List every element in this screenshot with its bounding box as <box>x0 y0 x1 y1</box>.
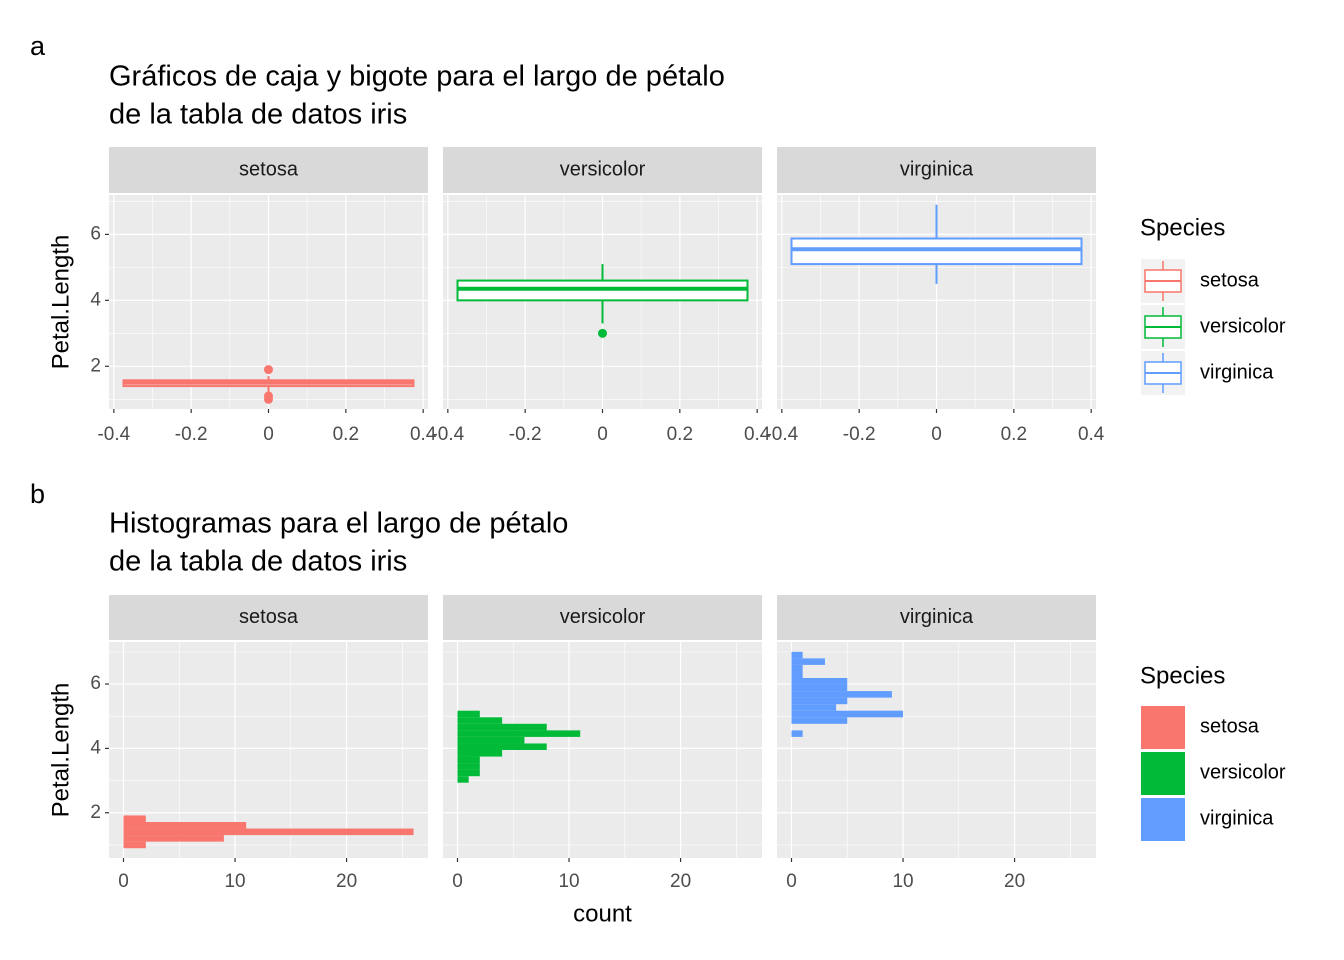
x-tick-label: -0.2 <box>175 424 208 445</box>
strip <box>109 147 428 193</box>
y-tick-label: 4 <box>90 289 101 310</box>
x-axis-label: count <box>573 900 632 927</box>
histogram-bar <box>791 651 803 659</box>
histogram-bar <box>457 743 547 750</box>
chart-title: Gráficos de caja y bigote para el largo … <box>109 61 725 93</box>
outlier <box>264 394 273 404</box>
histogram-bar <box>123 815 146 822</box>
legend-label: versicolor <box>1200 315 1286 337</box>
x-tick-label: -0.4 <box>431 424 464 445</box>
histogram-bar <box>791 697 848 705</box>
x-tick-label: 0.4 <box>744 424 771 445</box>
x-tick-label: 0 <box>118 871 129 892</box>
strip-label: setosa <box>239 158 299 180</box>
strip <box>443 147 762 193</box>
y-axis-label: Petal.Length <box>47 235 74 370</box>
legend-label: versicolor <box>1200 761 1286 783</box>
x-tick-label: 0.2 <box>667 424 693 445</box>
histogram-bar <box>457 710 480 718</box>
histogram-bar <box>457 769 480 777</box>
histogram-bar <box>791 691 892 698</box>
legend-label: setosa <box>1200 269 1260 291</box>
histogram-bar <box>791 717 848 724</box>
y-tick-label: 6 <box>90 223 101 244</box>
histogram-bar <box>457 750 503 757</box>
outlier <box>264 365 273 375</box>
strip <box>443 595 762 640</box>
histogram-bar <box>123 822 247 829</box>
x-tick-label: 0 <box>931 424 942 445</box>
legend-label: virginica <box>1200 361 1274 383</box>
x-tick-label: 20 <box>670 871 691 892</box>
panel-background <box>777 642 1096 858</box>
legend-label: virginica <box>1200 807 1274 829</box>
legend-title: Species <box>1140 662 1225 689</box>
strip-label: versicolor <box>560 158 646 180</box>
strip-label: setosa <box>239 606 299 628</box>
x-tick-label: 0 <box>263 424 274 445</box>
histogram-bar <box>123 841 146 849</box>
histogram-bar <box>791 678 848 685</box>
y-tick-label: 4 <box>90 737 101 758</box>
x-tick-label: 0.4 <box>410 424 437 445</box>
histogram-bar <box>457 717 503 724</box>
histogram-bar <box>457 723 547 731</box>
x-tick-label: -0.4 <box>765 424 798 445</box>
chart-title: de la tabla de datos iris <box>109 99 407 131</box>
histogram-bar <box>791 730 803 737</box>
panel-tag: b <box>30 479 45 509</box>
y-tick-label: 2 <box>90 355 101 376</box>
histogram-bar <box>457 730 581 737</box>
histogram-bar <box>791 664 803 672</box>
histogram-bar <box>791 658 825 665</box>
histogram-bar <box>791 704 837 711</box>
x-tick-label: 20 <box>1004 871 1025 892</box>
strip-label: virginica <box>900 606 974 628</box>
histogram-bar <box>457 756 480 764</box>
histogram-bar <box>457 763 480 770</box>
histogram-bar <box>123 835 224 842</box>
x-tick-label: 0 <box>597 424 608 445</box>
box <box>790 237 1083 266</box>
histogram-bar <box>457 736 525 744</box>
panel-tag: a <box>30 31 46 61</box>
strip-label: versicolor <box>560 606 646 628</box>
histogram-bar <box>791 684 848 692</box>
legend-key <box>1141 752 1185 795</box>
x-tick-label: 10 <box>892 871 913 892</box>
x-tick-label: 0.2 <box>1001 424 1027 445</box>
y-tick-label: 2 <box>90 802 101 823</box>
chart-title: de la tabla de datos iris <box>109 546 407 578</box>
x-tick-label: 10 <box>558 871 579 892</box>
histogram-bar <box>791 671 803 678</box>
legend-label: setosa <box>1200 715 1260 737</box>
outlier <box>598 328 607 338</box>
x-tick-label: 0 <box>786 871 797 892</box>
legend-title: Species <box>1140 214 1225 241</box>
x-tick-label: 0.2 <box>333 424 359 445</box>
histogram-bar <box>123 828 414 836</box>
legend-key <box>1141 706 1185 749</box>
histogram-bar <box>791 710 904 718</box>
x-tick-label: 20 <box>336 871 357 892</box>
x-tick-label: -0.2 <box>509 424 542 445</box>
strip <box>109 595 428 640</box>
x-tick-label: -0.2 <box>843 424 876 445</box>
strip <box>777 147 1096 193</box>
y-axis-label: Petal.Length <box>47 683 74 818</box>
chart-title: Histogramas para el largo de pétalo <box>109 508 568 540</box>
strip-label: virginica <box>900 158 974 180</box>
x-tick-label: 0.4 <box>1078 424 1105 445</box>
y-tick-label: 6 <box>90 673 101 694</box>
histogram-bar <box>457 776 469 783</box>
strip <box>777 595 1096 640</box>
x-tick-label: -0.4 <box>97 424 130 445</box>
x-tick-label: 10 <box>224 871 245 892</box>
legend-key <box>1141 798 1185 841</box>
x-tick-label: 0 <box>452 871 463 892</box>
